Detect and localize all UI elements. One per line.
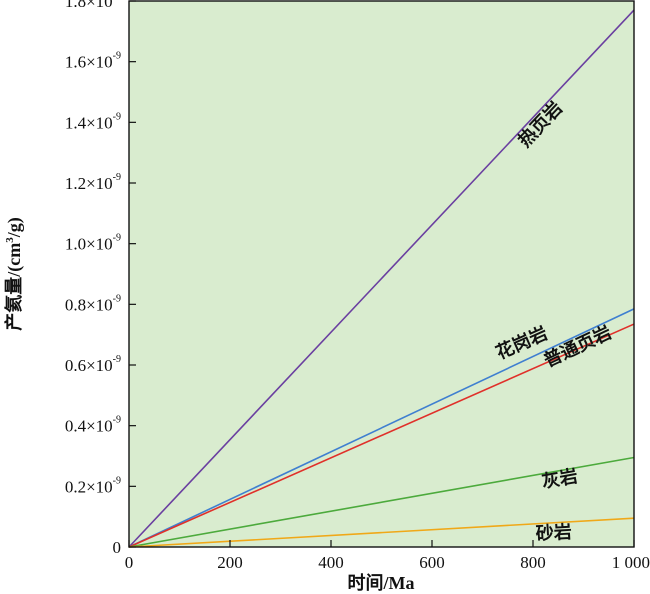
x-axis: 0 200 400 600 800 1 000 — [125, 540, 650, 572]
series-line — [128, 9, 635, 548]
y-tick-label: 1.8×10-9 — [65, 0, 121, 11]
y-axis-title-main: 产氦量/(cm — [3, 243, 25, 331]
x-tick-label: 600 — [419, 553, 445, 572]
y-tick-label: 0.4×10-9 — [65, 415, 121, 436]
y-tick-label: 0 — [113, 538, 122, 557]
y-tick-label: 0.6×10-9 — [65, 354, 121, 375]
plot-area-background — [129, 1, 634, 547]
y-axis-title-tail: /g) — [4, 217, 25, 238]
y-tick-label: 1.4×10-9 — [65, 111, 121, 132]
y-tick-label: 1.6×10-9 — [65, 51, 121, 72]
series-layer — [128, 9, 635, 548]
series-line — [128, 323, 635, 548]
y-tick-label: 1.0×10-9 — [65, 233, 121, 254]
x-tick-label: 800 — [520, 553, 546, 572]
y-tick-label: 0.8×10-9 — [65, 293, 121, 314]
series-line — [128, 456, 635, 548]
x-axis-title: 时间/Ma — [348, 573, 415, 593]
x-tick-label: 200 — [217, 553, 243, 572]
series-line — [128, 517, 635, 548]
y-axis: 0 0.2×10-9 0.4×10-9 0.6×10-9 0.8×10-9 1.0×10-… — [65, 0, 136, 557]
y-axis-title-superscript: 3 — [4, 237, 16, 243]
y-tick-label: 1.2×10-9 — [65, 172, 121, 193]
series-label: 砂岩 — [535, 521, 572, 545]
plot-frame — [128, 0, 635, 548]
y-tick-label: 0.2×10-9 — [65, 475, 121, 496]
y-axis-title: 产氦量/(cm3/g) — [3, 217, 25, 330]
x-tick-label: 1 000 — [612, 553, 650, 572]
series-line — [128, 308, 635, 548]
x-tick-label: 400 — [318, 553, 344, 572]
x-tick-label: 0 — [125, 553, 134, 572]
